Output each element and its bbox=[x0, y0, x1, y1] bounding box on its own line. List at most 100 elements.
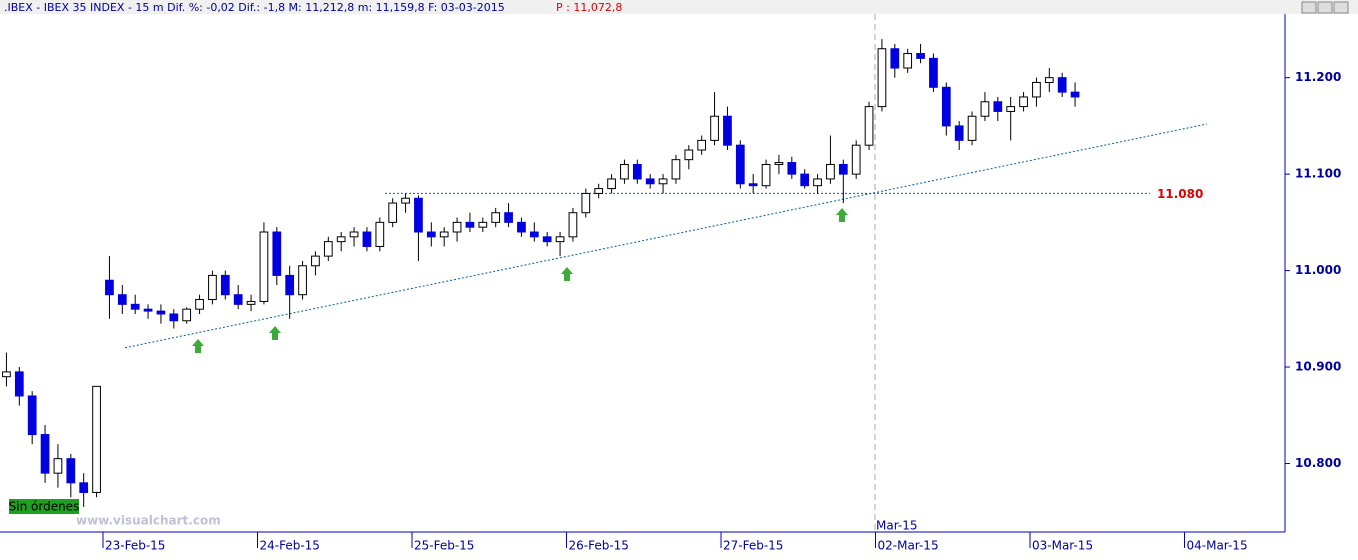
candle-body bbox=[349, 231, 359, 238]
candle-body bbox=[903, 53, 913, 69]
month-label: Mar-15 bbox=[876, 519, 917, 533]
candle-body bbox=[929, 57, 938, 88]
candle-body bbox=[143, 308, 153, 312]
candle-body bbox=[375, 221, 385, 247]
y-tick-label: 10.800 bbox=[1295, 456, 1341, 470]
candle-body bbox=[439, 231, 449, 238]
candle-body bbox=[246, 300, 256, 305]
y-tick-label: 10.900 bbox=[1295, 360, 1341, 374]
candle-body bbox=[723, 115, 732, 146]
candle-body bbox=[414, 197, 423, 233]
candle-body bbox=[697, 139, 707, 151]
candle-body bbox=[645, 178, 655, 185]
arrow bbox=[561, 267, 573, 281]
chart-title: .IBEX - IBEX 35 INDEX - 15 m Dif. %: -0,… bbox=[4, 1, 505, 14]
candle-body bbox=[1006, 106, 1016, 112]
x-tick-label: 24-Feb-15 bbox=[260, 539, 320, 553]
x-tick-label: 04-Mar-15 bbox=[1187, 539, 1248, 553]
candle-body bbox=[285, 274, 295, 296]
candle-body bbox=[954, 125, 964, 141]
price-readout: P : 11,072,8 bbox=[556, 1, 622, 14]
candle-body bbox=[980, 101, 990, 117]
candle-body bbox=[452, 221, 462, 233]
candle-body bbox=[478, 221, 488, 228]
candle-body bbox=[336, 236, 346, 243]
candle-body bbox=[632, 163, 642, 180]
candle-body bbox=[40, 434, 50, 474]
x-tick-label: 27-Feb-15 bbox=[723, 539, 783, 553]
candle-body bbox=[1057, 77, 1067, 93]
candle-body bbox=[156, 310, 166, 315]
candle-body bbox=[491, 212, 501, 223]
candle-body bbox=[517, 221, 526, 233]
candle-body bbox=[105, 279, 114, 296]
candle-body bbox=[504, 212, 513, 223]
x-tick-label: 03-Mar-15 bbox=[1032, 539, 1093, 553]
candle-body bbox=[761, 163, 771, 187]
candle-body bbox=[362, 231, 372, 247]
candle-body bbox=[993, 101, 1003, 112]
y-tick-label: 11.200 bbox=[1295, 70, 1341, 84]
candle-body bbox=[53, 458, 63, 474]
candle-body bbox=[220, 274, 230, 296]
candle-body bbox=[117, 294, 127, 305]
candle-body bbox=[916, 53, 925, 59]
candle-body bbox=[774, 162, 784, 165]
candle-body bbox=[826, 163, 835, 180]
candle-body bbox=[787, 162, 797, 175]
candle-body bbox=[1070, 91, 1080, 98]
candle-body bbox=[426, 231, 436, 238]
y-tick-label: 11.000 bbox=[1295, 263, 1341, 277]
minimize-button[interactable] bbox=[1301, 1, 1317, 14]
candle-body bbox=[851, 144, 861, 175]
arrow bbox=[269, 326, 281, 340]
candle-body bbox=[169, 313, 179, 322]
candle-body bbox=[800, 173, 810, 187]
candle-body bbox=[195, 299, 204, 310]
candle-body bbox=[864, 106, 874, 146]
candle-body bbox=[890, 48, 900, 69]
status-text: Sin órdenes bbox=[9, 500, 80, 514]
candle-body bbox=[272, 231, 282, 276]
arrow bbox=[836, 208, 848, 222]
candle-body bbox=[607, 178, 616, 190]
candle-body bbox=[14, 371, 24, 397]
candle-body bbox=[401, 197, 410, 204]
candle-body bbox=[208, 274, 217, 301]
maximize-button[interactable] bbox=[1317, 1, 1333, 14]
candle-body bbox=[594, 188, 604, 194]
candle-body bbox=[941, 86, 951, 127]
candle-body bbox=[620, 163, 629, 180]
trendline bbox=[124, 123, 1208, 349]
candle-body bbox=[27, 395, 37, 436]
candle-body bbox=[130, 303, 140, 310]
candle-body bbox=[710, 115, 719, 141]
candle-body bbox=[529, 231, 539, 238]
candle-body bbox=[813, 178, 822, 187]
candle-body bbox=[748, 183, 758, 187]
candle-body bbox=[66, 458, 76, 484]
header-bar bbox=[0, 0, 1358, 14]
candle-body bbox=[877, 48, 887, 108]
candle-body bbox=[465, 221, 475, 228]
window-buttons bbox=[1301, 1, 1349, 14]
arrow bbox=[192, 339, 204, 353]
candle-body bbox=[671, 159, 681, 180]
candle-body bbox=[1044, 77, 1054, 83]
candle-body bbox=[967, 115, 977, 141]
candle-body bbox=[1019, 96, 1028, 108]
candle-body bbox=[555, 236, 565, 243]
candle-body bbox=[568, 212, 578, 238]
candle-body bbox=[2, 371, 11, 378]
candle-body bbox=[182, 308, 192, 322]
close-button[interactable] bbox=[1333, 1, 1349, 14]
candle-body bbox=[388, 202, 398, 223]
candle-body bbox=[838, 163, 848, 175]
candle-body bbox=[323, 241, 333, 257]
candle-body bbox=[658, 178, 668, 185]
x-tick-label: 02-Mar-15 bbox=[878, 539, 939, 553]
candle-body bbox=[311, 255, 320, 267]
candle-body bbox=[79, 482, 89, 493]
